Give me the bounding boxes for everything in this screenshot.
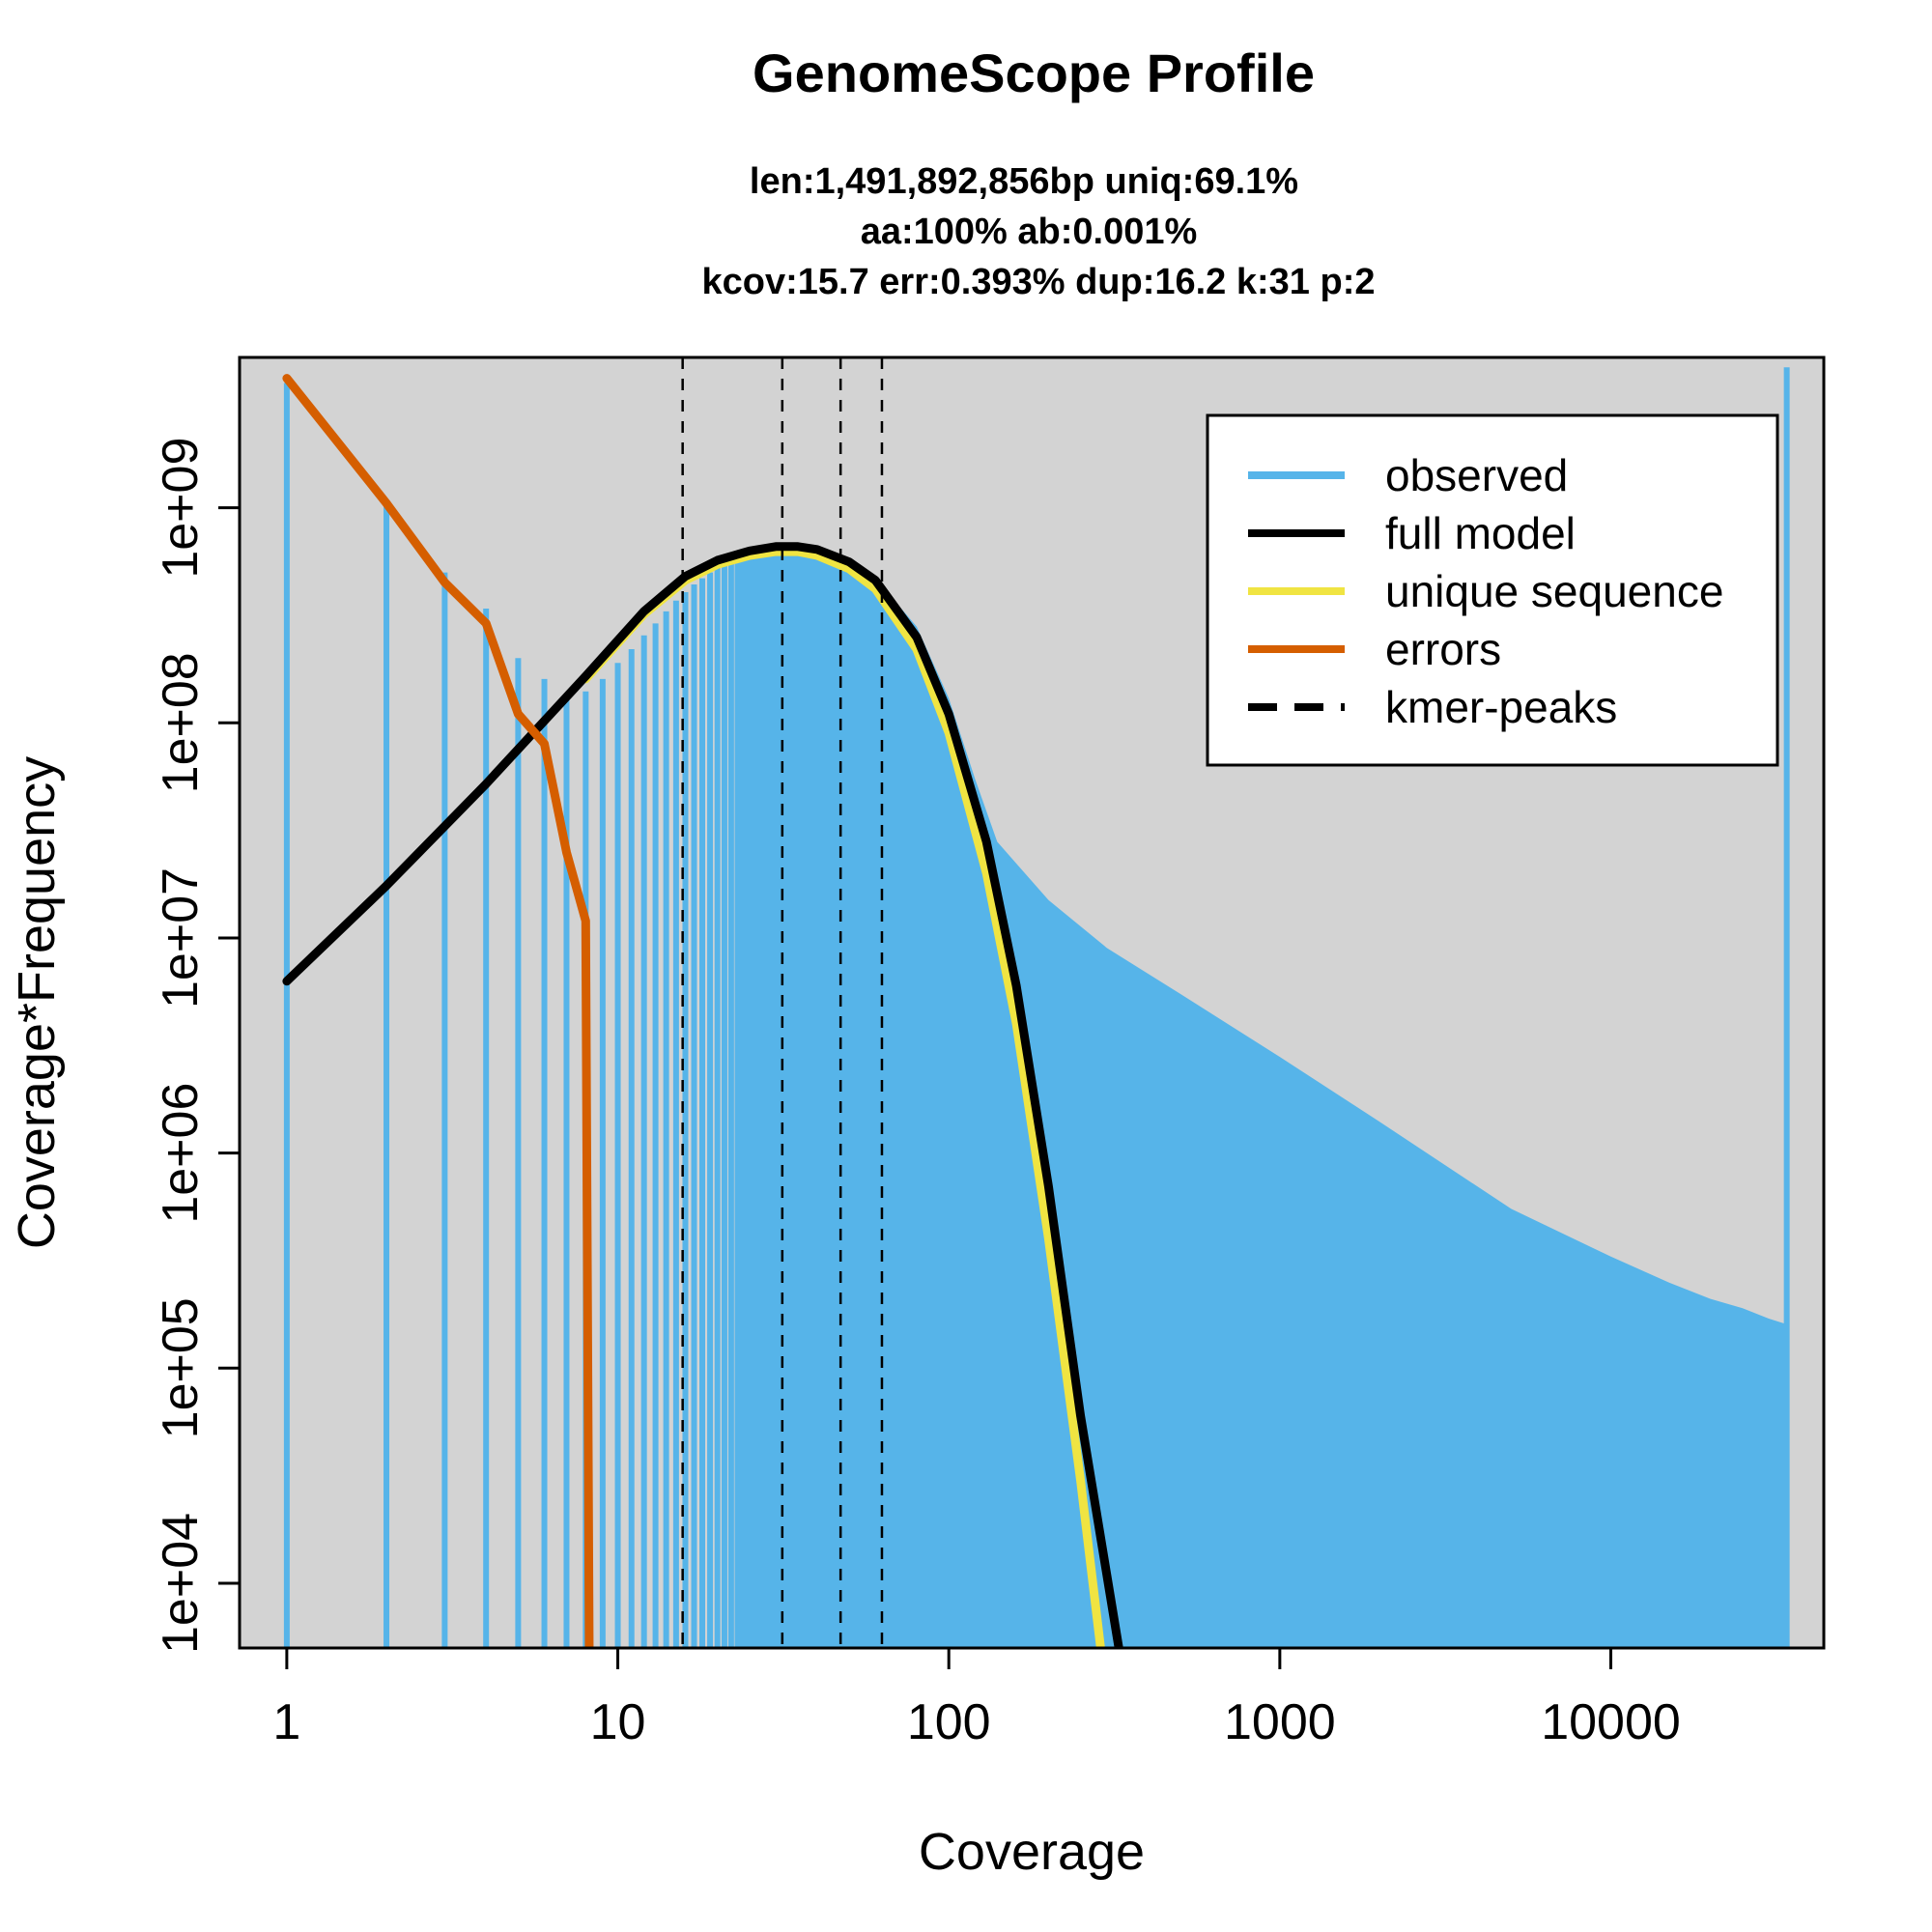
observed-fill-area: [737, 551, 1787, 1648]
full-model-line: [282, 542, 1123, 1648]
chart-title: GenomeScope Profile: [753, 43, 1315, 103]
y-tick-label-3: 1e+06: [153, 1083, 209, 1224]
y-tick-label-6: 1e+09: [153, 438, 209, 579]
y-tick-label-1: 1e+04: [153, 1513, 209, 1654]
x-tick-label-3: 100: [907, 1694, 991, 1750]
y-tick-label-4: 1e+07: [153, 867, 209, 1009]
x-tick-label-4: 1000: [1224, 1694, 1336, 1750]
x-tick-label-1: 1: [272, 1694, 300, 1750]
legend: observed full model unique sequence errors k…: [1206, 413, 1779, 767]
subtitle-line-3: kcov:15.7 err:0.393% dup:16.2 k:31 p:2: [701, 262, 1375, 302]
x-tick-label-5: 10000: [1541, 1694, 1681, 1750]
subtitle-line-1: len:1,491,892,856bp uniq:69.1%: [750, 161, 1298, 202]
legend-label-4: errors: [1385, 624, 1501, 674]
x-axis-label: Coverage: [919, 1823, 1145, 1881]
kmer-peaks-lines: [681, 357, 884, 1648]
x-tick-label-2: 10: [590, 1694, 646, 1750]
plot-frame: [238, 355, 1826, 1650]
subtitle-line-2: aa:100% ab:0.001%: [861, 212, 1198, 252]
y-tick-label-5: 1e+08: [153, 652, 209, 793]
model-series: [282, 374, 1123, 1648]
legend-label-2: full model: [1385, 508, 1576, 558]
y-axis-label: Coverage*Frequency: [8, 756, 66, 1249]
legend-label-5: kmer-peaks: [1385, 682, 1617, 732]
legend-label-1: observed: [1385, 450, 1568, 500]
y-tick-label-2: 1e+05: [153, 1297, 209, 1438]
legend-label-3: unique sequence: [1385, 566, 1723, 616]
y-axis: 1e+04 1e+05 1e+06 1e+07 1e+08 1e+09: [153, 438, 240, 1654]
x-axis: 1 10 100 1000 10000: [272, 1648, 1681, 1750]
errors-line: [282, 374, 594, 1648]
